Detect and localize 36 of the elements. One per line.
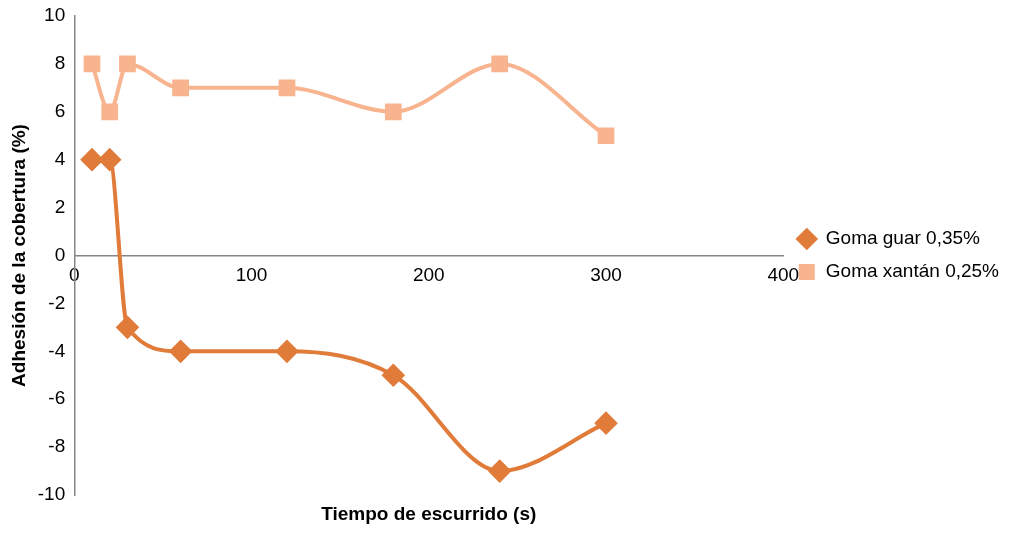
x-tick-label: 200 bbox=[412, 264, 445, 286]
y-axis-title: Adhesión de la cobertura (%) bbox=[7, 124, 29, 387]
y-tick-label: 8 bbox=[54, 52, 66, 74]
x-tick-label: 400 bbox=[767, 264, 800, 286]
point bbox=[83, 55, 101, 73]
y-tick-label: -2 bbox=[48, 291, 66, 313]
point bbox=[169, 340, 192, 363]
y-tick-label: 10 bbox=[44, 4, 66, 26]
legend-label: Goma guar 0,35% bbox=[825, 227, 981, 249]
x-axis-title: Tiempo de escurrido (s) bbox=[321, 502, 537, 524]
point bbox=[278, 79, 296, 97]
point bbox=[384, 103, 402, 121]
point bbox=[382, 364, 405, 387]
point bbox=[488, 460, 511, 483]
point bbox=[119, 55, 136, 73]
point bbox=[98, 148, 121, 171]
y-tick-label: -6 bbox=[48, 387, 66, 409]
y-tick-label: 6 bbox=[54, 100, 66, 122]
legend-label: Goma xantán 0,25% bbox=[825, 260, 1000, 282]
y-tick-label: -8 bbox=[48, 435, 66, 457]
y-tick-label: 4 bbox=[54, 147, 66, 169]
point bbox=[116, 316, 139, 339]
x-tick-label: 300 bbox=[590, 264, 622, 286]
y-tick-label: -4 bbox=[48, 339, 66, 361]
y-tick-label: -10 bbox=[37, 483, 66, 505]
point bbox=[595, 412, 618, 435]
point bbox=[275, 340, 298, 363]
point bbox=[172, 79, 189, 97]
y-tick-label: 0 bbox=[54, 243, 66, 265]
point bbox=[80, 148, 103, 171]
point bbox=[101, 103, 119, 121]
x-tick-label: 0 bbox=[68, 264, 80, 286]
point bbox=[597, 127, 615, 145]
y-tick-label: 2 bbox=[54, 195, 66, 217]
point bbox=[491, 55, 509, 73]
x-tick-label: 100 bbox=[235, 264, 268, 286]
